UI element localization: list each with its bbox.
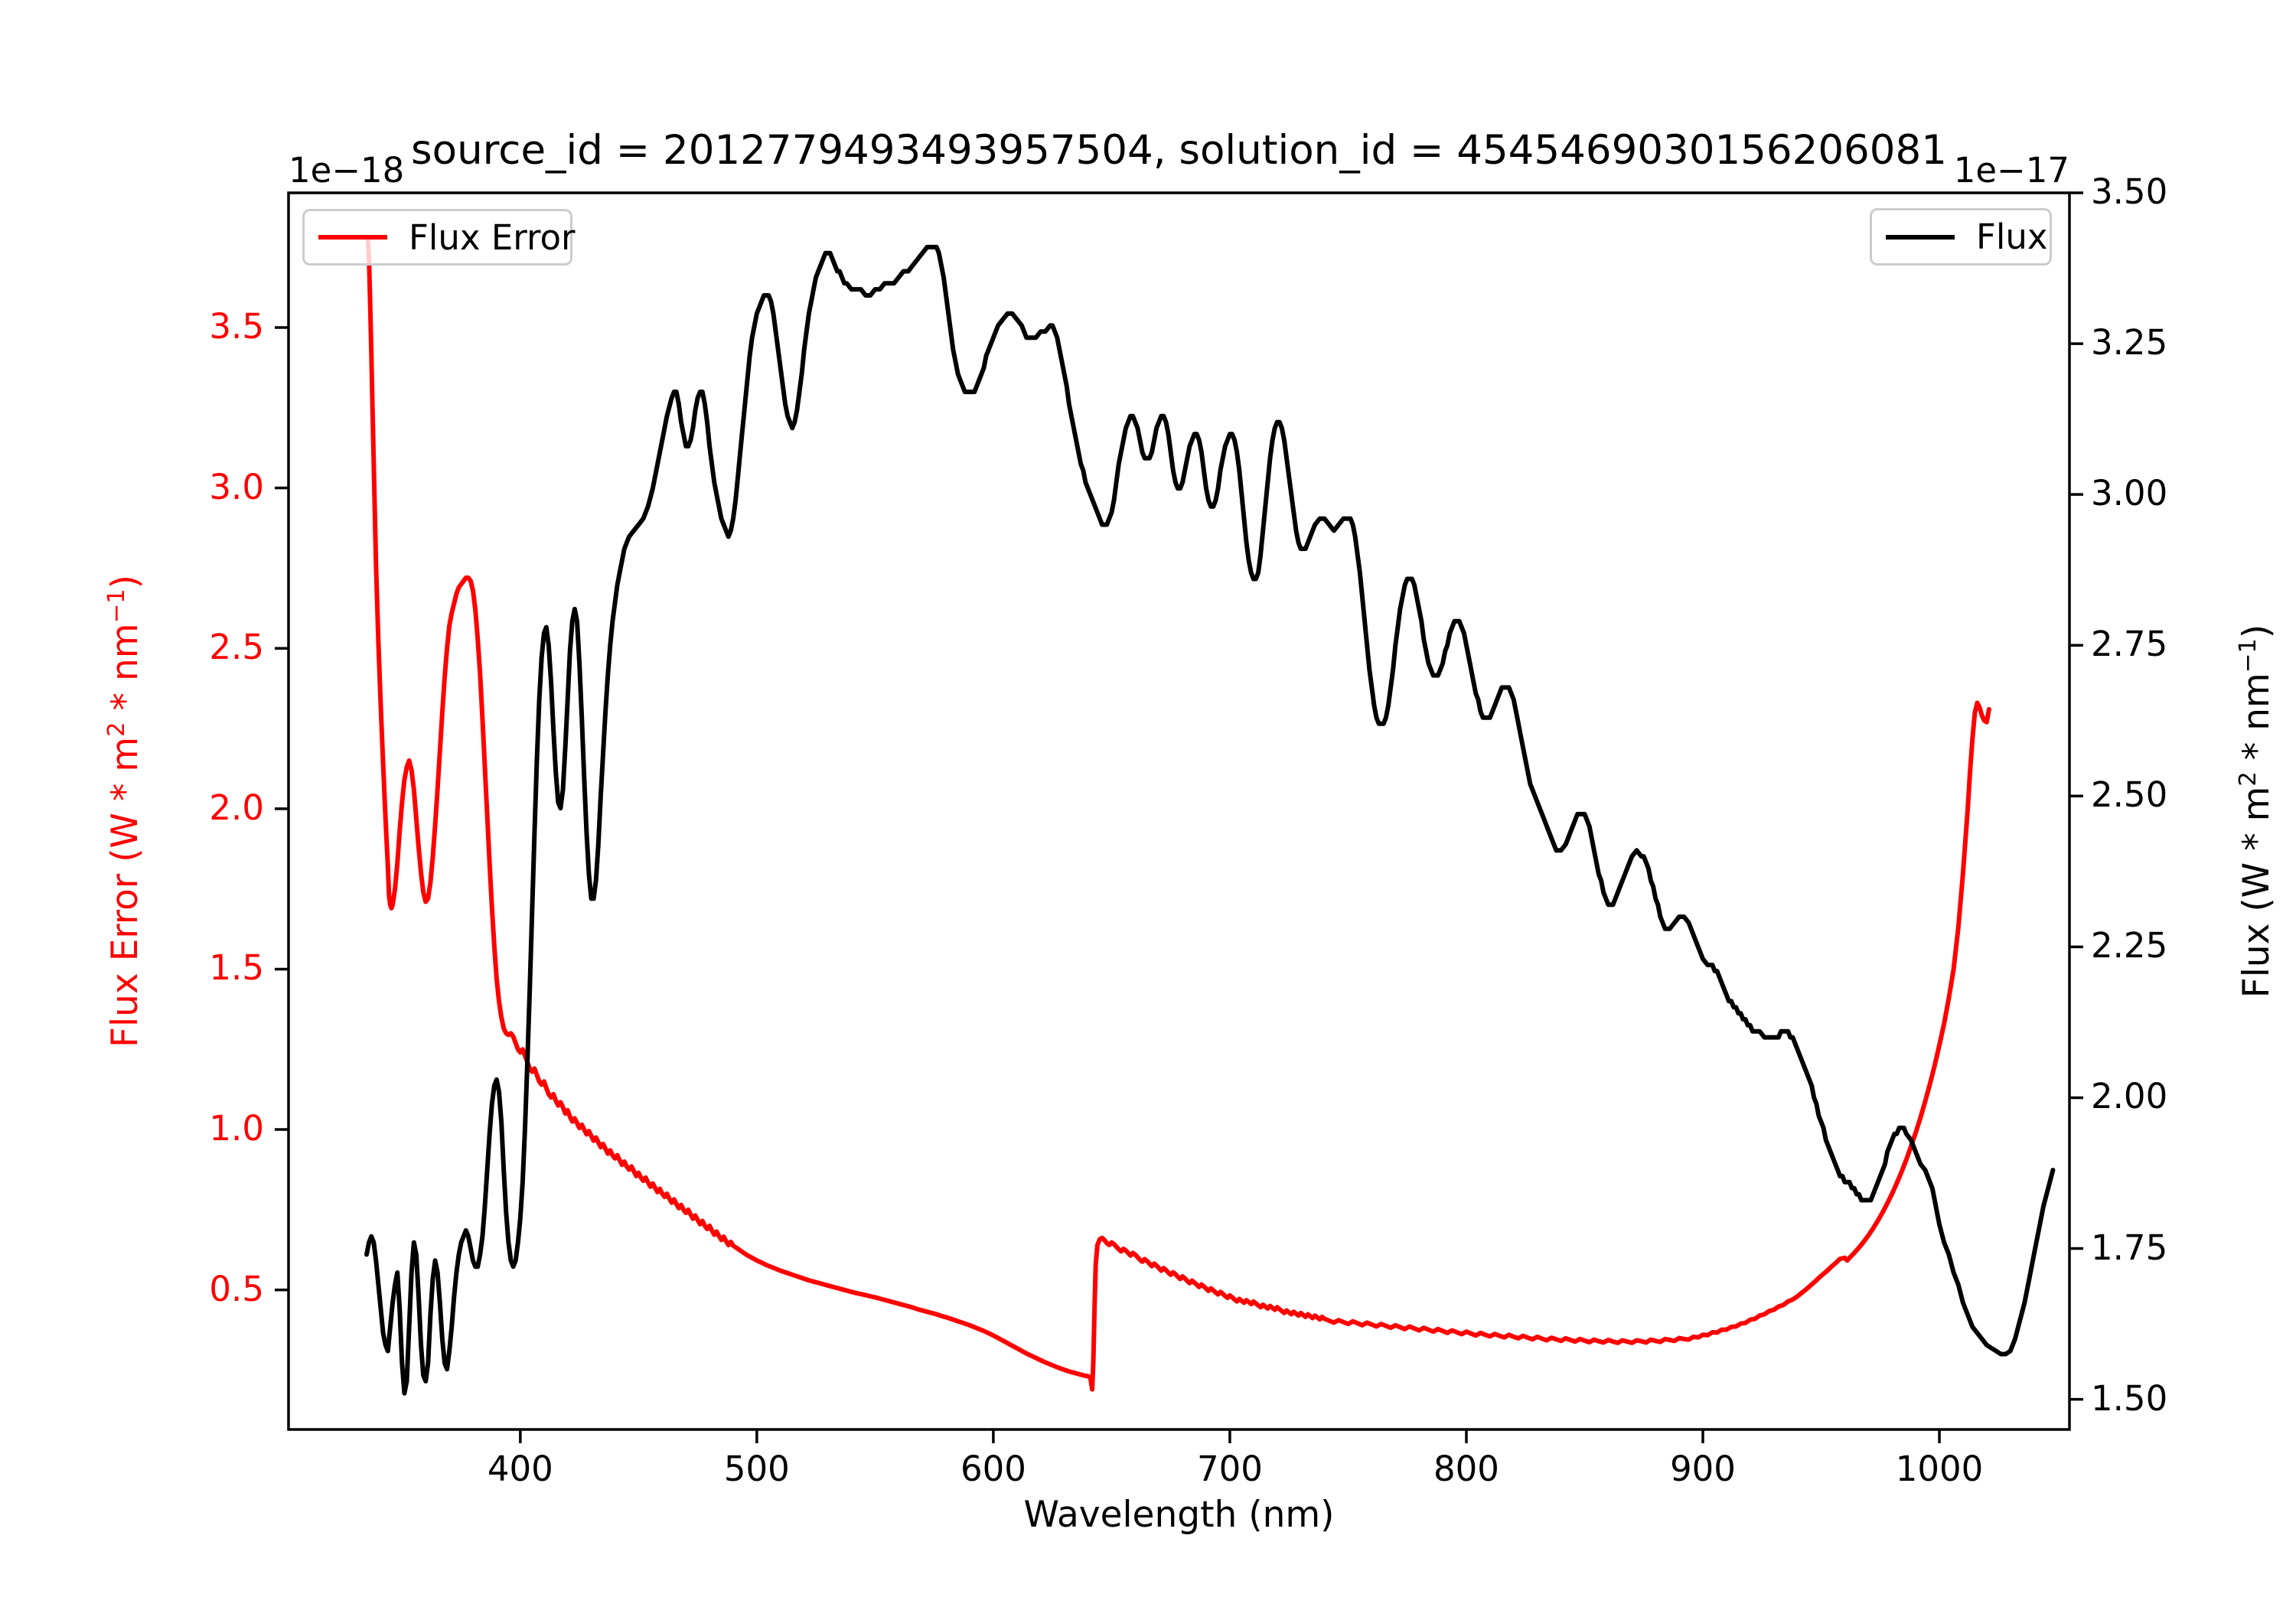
right-y-tick-label: 3.00	[2091, 473, 2168, 514]
left-y-tick-label: 3.5	[209, 306, 264, 347]
right-y-tick-label: 1.75	[2091, 1227, 2168, 1268]
plot-title: source_id = 2012779493493957504, solutio…	[411, 127, 1947, 174]
left-axis-label-sup: 2	[103, 722, 131, 737]
right-axis-label: Flux (W * m2 * nm−1)	[2235, 624, 2278, 998]
x-tick-label: 400	[487, 1449, 553, 1489]
flux-legend-label: Flux	[1976, 217, 2048, 257]
left-axis-label: Flux Error (W * m2 * nm−1)	[103, 575, 146, 1048]
right-y-tick-label: 2.75	[2091, 624, 2168, 665]
right-y-tick-label: 2.00	[2091, 1076, 2168, 1117]
x-tick-label: 700	[1196, 1449, 1263, 1489]
legend-flux: Flux	[1870, 208, 2052, 266]
left-axis-label-sup: −1	[103, 588, 131, 624]
x-tick-label: 900	[1670, 1449, 1736, 1489]
legend-flux-error: Flux Error	[302, 209, 576, 266]
flux-error-legend-line	[318, 235, 387, 240]
x-tick-label: 500	[723, 1449, 790, 1489]
left-y-tick-label: 0.5	[209, 1268, 264, 1309]
left-axis-label-text: )	[103, 575, 146, 589]
right-y-tick-label: 3.50	[2091, 171, 2168, 212]
left-y-tick-label: 2.5	[209, 627, 264, 668]
right-axis-label-sup: 2	[2235, 771, 2262, 787]
right-axis-label-text: Flux (W * m	[2235, 786, 2278, 999]
flux-error-legend-label: Flux Error	[409, 217, 576, 258]
left-y-tick-label: 3.0	[209, 466, 264, 507]
right-y-tick-label: 1.50	[2091, 1377, 2168, 1419]
x-tick-label: 600	[960, 1449, 1026, 1489]
right-axis-label-sup: −1	[2235, 638, 2262, 673]
flux-error-curve	[365, 235, 1991, 1392]
left-axis-label-text: Flux Error (W * m	[103, 736, 146, 1048]
right-y-tick-label: 2.25	[2091, 925, 2168, 966]
right-axis-offset-text: 1e−17	[1953, 150, 2069, 191]
right-y-tick-label: 3.25	[2091, 322, 2168, 363]
left-y-tick-label: 2.0	[209, 787, 264, 828]
x-axis-label: Wavelength (nm)	[1023, 1494, 1335, 1536]
axes-frame	[287, 191, 2071, 1431]
left-axis-label-text: * nm	[103, 623, 146, 722]
tick-marks	[275, 191, 2083, 1443]
flux-legend-line	[1886, 234, 1955, 240]
right-y-tick-label: 2.50	[2091, 774, 2168, 816]
x-tick-label: 1000	[1895, 1449, 1984, 1489]
x-tick-label: 800	[1433, 1449, 1499, 1489]
left-y-tick-label: 1.0	[209, 1108, 264, 1149]
flux-curve	[364, 244, 2056, 1396]
right-axis-label-text: )	[2235, 624, 2278, 639]
left-y-tick-label: 1.5	[209, 947, 264, 989]
left-axis-offset-text: 1e−18	[289, 150, 405, 191]
right-axis-label-text: * nm	[2235, 673, 2278, 772]
